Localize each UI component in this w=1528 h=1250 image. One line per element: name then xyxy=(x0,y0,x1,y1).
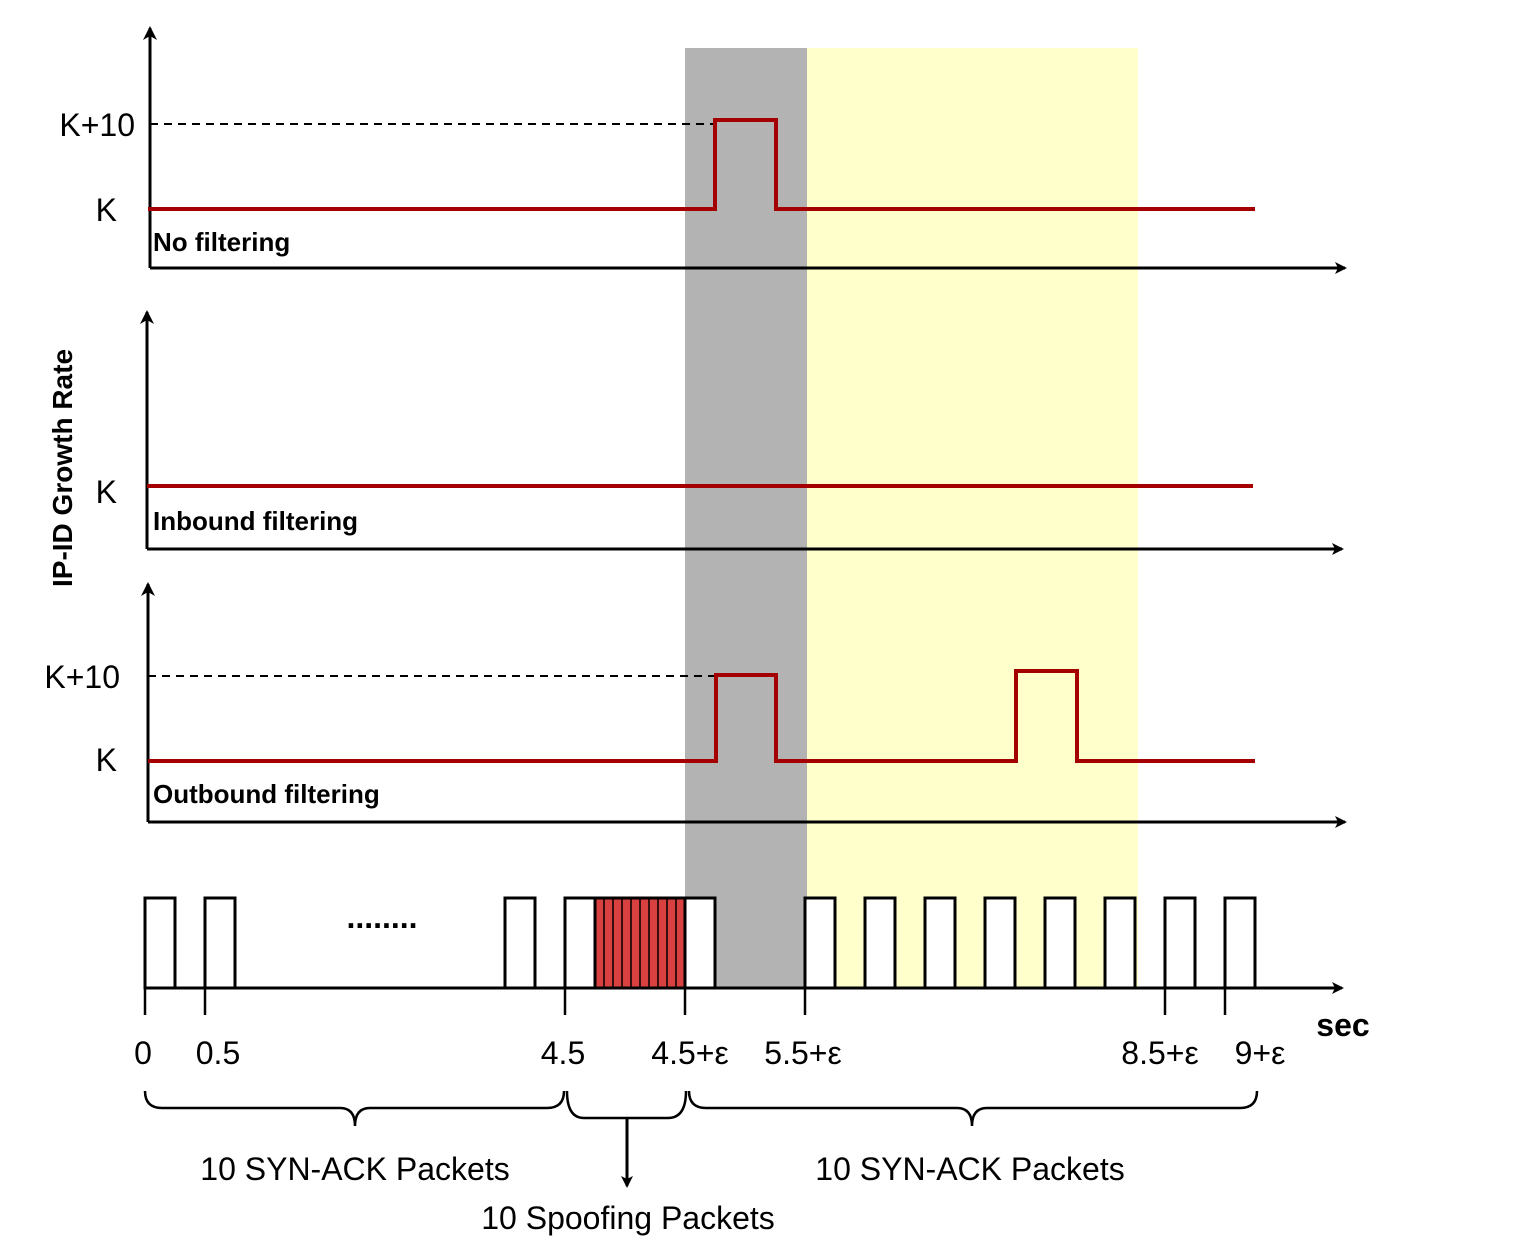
packet-box xyxy=(1043,896,1077,990)
y-axis-label: IP-ID Growth Rate xyxy=(47,349,78,587)
timeline-tick-label: 4.5+ε xyxy=(651,1035,728,1071)
packet-box xyxy=(563,896,597,990)
packet-box xyxy=(143,896,177,990)
packet-timeline: sec ........ 0 0.5 4.5 4.5+ε 5.5+ε 8.5+ε 9+ε xyxy=(134,896,1370,1071)
panel3-label: Outbound filtering xyxy=(153,779,380,809)
panel-inbound-filtering: K Inbound filtering xyxy=(96,310,1344,555)
panel3-trace xyxy=(148,669,1255,763)
packet-box xyxy=(803,896,837,990)
panel1-k10-label: K+10 xyxy=(59,107,135,143)
panel-outbound-filtering: K+10 K Outbound filtering xyxy=(44,582,1347,828)
middle-brace xyxy=(565,1090,688,1120)
right-group-label: 10 SYN-ACK Packets xyxy=(815,1151,1124,1187)
yellow-window xyxy=(807,48,1138,988)
timeline-tick-label: 0.5 xyxy=(196,1035,240,1071)
packet-box xyxy=(1163,896,1197,990)
packet-box xyxy=(503,896,537,990)
panel1-label: No filtering xyxy=(153,227,290,257)
panel3-k-label: K xyxy=(96,742,117,778)
panel3-k10-label: K+10 xyxy=(44,659,120,695)
timeline-tick-label: 0 xyxy=(134,1035,152,1071)
panel1-k-label: K xyxy=(96,192,117,228)
timeline-tick-label: 5.5+ε xyxy=(764,1035,841,1071)
packet-box xyxy=(683,896,717,990)
panel1-trace xyxy=(148,118,1255,211)
left-group-label: 10 SYN-ACK Packets xyxy=(200,1151,509,1187)
panel2-k-label: K xyxy=(96,474,117,510)
timeline-tick-label: 9+ε xyxy=(1235,1035,1286,1071)
gray-window xyxy=(685,48,807,988)
panel-no-filtering: K+10 K No filtering xyxy=(59,26,1347,274)
group-annotations: 10 SYN-ACK Packets 10 Spoofing Packets 1… xyxy=(143,1090,1259,1236)
timeline-ticks: 0 0.5 4.5 4.5+ε 5.5+ε 8.5+ε 9+ε xyxy=(134,988,1285,1071)
packet-box xyxy=(1223,896,1257,990)
middle-group-label: 10 Spoofing Packets xyxy=(481,1200,775,1236)
timeline-unit: sec xyxy=(1316,1007,1369,1043)
packet-boxes xyxy=(143,896,1257,990)
packet-box xyxy=(923,896,957,990)
left-brace xyxy=(143,1090,566,1127)
panel2-label: Inbound filtering xyxy=(153,506,358,536)
timeline-tick-label: 8.5+ε xyxy=(1121,1035,1198,1071)
right-brace xyxy=(687,1090,1259,1127)
packet-box xyxy=(983,896,1017,990)
spoofing-packet-block xyxy=(593,896,687,990)
packet-box xyxy=(1103,896,1137,990)
timeline-tick-label: 4.5 xyxy=(541,1035,585,1071)
timeline-ellipsis: ........ xyxy=(346,899,417,935)
packet-box xyxy=(863,896,897,990)
packet-box xyxy=(203,896,237,990)
